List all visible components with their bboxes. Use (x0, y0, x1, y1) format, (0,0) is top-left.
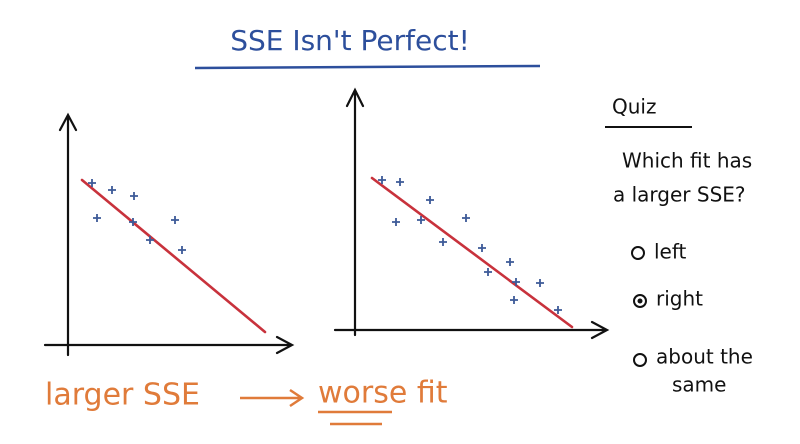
point (171, 216, 179, 224)
point (129, 218, 137, 226)
fit-line (80, 178, 267, 334)
quiz-heading: Quiz (612, 95, 656, 119)
point (88, 179, 96, 187)
radio[interactable] (633, 294, 647, 308)
point (146, 236, 154, 244)
x-axis (333, 320, 610, 340)
point (510, 296, 518, 304)
option[interactable]: about the same (633, 345, 753, 397)
option[interactable]: right (633, 287, 703, 311)
point (512, 278, 520, 286)
point (462, 214, 470, 222)
footer: larger SSE worse fit (45, 376, 448, 426)
point (536, 279, 544, 287)
title: SSE Isn't Perfect! (230, 24, 470, 57)
point (478, 244, 486, 252)
option-label[interactable]: same (672, 373, 726, 397)
point (426, 196, 434, 204)
fit-line (370, 176, 574, 329)
point (378, 176, 386, 184)
point (439, 238, 447, 246)
point (130, 192, 138, 200)
point (396, 178, 404, 186)
x-axis (43, 335, 295, 355)
points (378, 176, 562, 314)
point (506, 258, 514, 266)
question-line: Which fit has (622, 149, 752, 173)
option-label[interactable]: about the (656, 345, 753, 369)
point (108, 186, 116, 194)
title-underline (194, 64, 541, 70)
radio-selected (637, 298, 643, 304)
points (88, 179, 186, 254)
point (178, 246, 186, 254)
footer-right: worse fit (318, 376, 448, 411)
point (417, 216, 425, 224)
point (392, 218, 400, 226)
option-label[interactable]: right (656, 287, 703, 311)
footer-left: larger SSE (45, 378, 200, 413)
y-axis (345, 87, 365, 337)
double-underline (318, 410, 392, 426)
point (554, 306, 562, 314)
option[interactable]: left (631, 240, 687, 264)
point (484, 268, 492, 276)
radio[interactable] (631, 246, 645, 260)
quiz: Quiz Which fit has a larger SSE? left ri… (605, 95, 753, 397)
left-plot (43, 112, 295, 357)
right-plot (333, 87, 610, 340)
y-axis (58, 112, 78, 357)
arrow (240, 388, 305, 408)
radio[interactable] (633, 353, 647, 367)
option-label[interactable]: left (654, 240, 687, 264)
question-line: a larger SSE? (613, 183, 746, 207)
point (93, 214, 101, 222)
